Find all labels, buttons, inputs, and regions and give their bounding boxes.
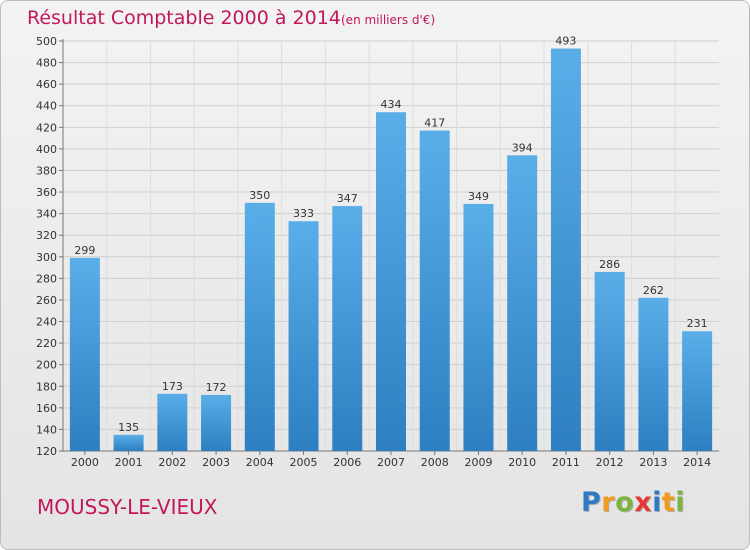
logo-letter: i	[675, 487, 686, 518]
x-tick-label: 2012	[596, 456, 624, 469]
y-tick-label: 200	[36, 359, 57, 372]
bar-value-label: 262	[643, 284, 664, 297]
bar-2006	[332, 206, 363, 451]
logo-letter: o	[615, 487, 635, 518]
bar-value-label: 286	[599, 258, 620, 271]
place-name: MOUSSY-LE-VIEUX	[37, 495, 218, 519]
logo-letter: r	[601, 487, 616, 518]
logo-letter: x	[634, 487, 653, 518]
y-tick-label: 220	[36, 337, 57, 350]
bar-value-label: 434	[381, 98, 402, 111]
bar-value-label: 173	[162, 380, 183, 393]
x-tick-label: 2003	[202, 456, 230, 469]
y-tick-label: 420	[36, 121, 57, 134]
bar-value-label: 299	[74, 244, 95, 257]
bar-2011	[550, 48, 581, 451]
x-tick-label: 2013	[639, 456, 667, 469]
bar-value-label: 135	[118, 421, 139, 434]
proxiti-logo[interactable]: Proxiti	[581, 487, 685, 518]
y-tick-label: 340	[36, 208, 57, 221]
bar-value-label: 231	[687, 317, 708, 330]
bar-2009	[463, 203, 494, 451]
logo-letter: i	[652, 487, 662, 518]
bar-2005	[288, 221, 319, 451]
y-tick-label: 460	[36, 78, 57, 91]
y-tick-label: 260	[36, 294, 57, 307]
bar-2014	[682, 331, 713, 451]
bar-2007	[376, 112, 406, 452]
chart-title: Résultat Comptable 2000 à 2014	[27, 7, 341, 29]
x-tick-label: 2004	[246, 456, 274, 469]
x-tick-label: 2007	[377, 456, 405, 469]
x-tick-label: 2005	[290, 456, 318, 469]
x-tick-label: 2006	[333, 456, 361, 469]
y-tick-label: 440	[36, 100, 57, 113]
bar-2002	[157, 393, 188, 451]
x-tick-label: 2008	[421, 456, 449, 469]
bar-value-label: 350	[249, 189, 270, 202]
bar-2004	[244, 202, 275, 451]
x-tick-label: 2000	[71, 456, 99, 469]
bar-value-label: 347	[337, 192, 358, 205]
bar-value-label: 349	[468, 190, 489, 203]
y-tick-label: 400	[36, 143, 57, 156]
y-tick-label: 320	[36, 229, 57, 242]
x-tick-label: 2009	[464, 456, 492, 469]
y-tick-label: 480	[36, 57, 57, 70]
bar-2001	[113, 434, 144, 451]
y-tick-label: 160	[36, 402, 57, 415]
y-tick-label: 500	[36, 35, 57, 48]
y-tick-label: 360	[36, 186, 57, 199]
x-tick-label: 2001	[115, 456, 143, 469]
logo-letter: t	[661, 487, 676, 518]
x-tick-label: 2002	[158, 456, 186, 469]
bar-2008	[419, 130, 450, 452]
x-tick-label: 2011	[552, 456, 580, 469]
bar-2012	[594, 271, 625, 451]
y-tick-label: 380	[36, 164, 57, 177]
bar-2003	[201, 394, 232, 451]
y-tick-label: 280	[36, 272, 57, 285]
x-tick-label: 2010	[508, 456, 536, 469]
y-tick-label: 300	[36, 251, 57, 264]
bar-value-label: 493	[555, 35, 576, 48]
logo-letter: P	[581, 487, 602, 518]
bar-value-label: 394	[512, 141, 533, 154]
bar-2010	[507, 155, 538, 452]
chart-subtitle: (en milliers d'€)	[341, 13, 436, 27]
bar-value-label: 417	[424, 117, 445, 130]
y-tick-label: 180	[36, 380, 57, 393]
bar-2013	[638, 297, 669, 451]
x-tick-label: 2014	[683, 456, 711, 469]
y-tick-label: 240	[36, 316, 57, 329]
bar-2000	[69, 257, 100, 451]
y-tick-label: 140	[36, 423, 57, 436]
y-tick-label: 120	[36, 445, 57, 458]
bar-value-label: 333	[293, 207, 314, 220]
bar-value-label: 172	[206, 381, 227, 394]
